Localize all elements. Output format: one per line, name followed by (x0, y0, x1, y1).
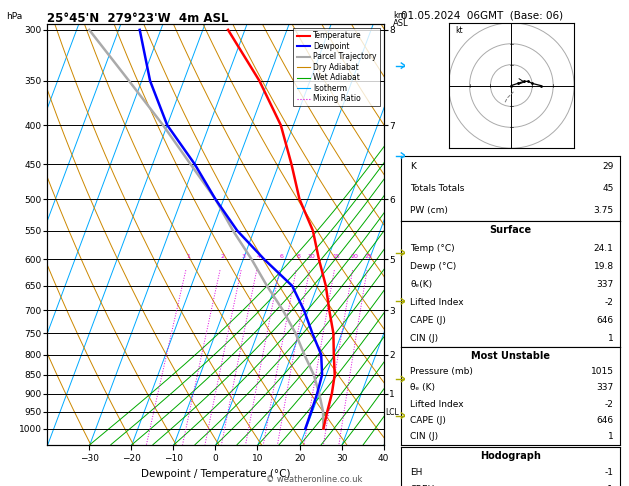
Text: Surface: Surface (490, 225, 532, 235)
Text: 29: 29 (602, 162, 614, 171)
X-axis label: Dewpoint / Temperature (°C): Dewpoint / Temperature (°C) (141, 469, 290, 479)
Text: hPa: hPa (6, 12, 23, 21)
Text: 25: 25 (365, 254, 373, 260)
Y-axis label: Mixing Ratio (g/kg): Mixing Ratio (g/kg) (400, 191, 409, 278)
Text: km: km (393, 11, 406, 20)
Text: 2: 2 (220, 254, 225, 260)
Text: Hodograph: Hodograph (481, 451, 541, 461)
Text: LCL: LCL (385, 408, 399, 417)
Text: 8: 8 (296, 254, 300, 260)
Text: CAPE (J): CAPE (J) (410, 316, 446, 325)
Text: Lifted Index: Lifted Index (410, 298, 464, 307)
Text: 337: 337 (596, 383, 614, 393)
Text: 646: 646 (596, 316, 614, 325)
Text: 45: 45 (602, 184, 614, 193)
Text: ASL: ASL (393, 19, 409, 29)
Text: Most Unstable: Most Unstable (471, 350, 550, 361)
Text: Dewp (°C): Dewp (°C) (410, 262, 456, 271)
Text: CIN (J): CIN (J) (410, 334, 438, 343)
Text: CAPE (J): CAPE (J) (410, 416, 446, 425)
Text: © weatheronline.co.uk: © weatheronline.co.uk (266, 474, 363, 484)
Text: 01.05.2024  06GMT  (Base: 06): 01.05.2024 06GMT (Base: 06) (401, 11, 564, 21)
Text: Lifted Index: Lifted Index (410, 399, 464, 409)
Text: 4: 4 (257, 254, 261, 260)
Text: Totals Totals: Totals Totals (410, 184, 464, 193)
Text: 1015: 1015 (591, 367, 614, 376)
Text: 6: 6 (280, 254, 284, 260)
Text: 337: 337 (596, 280, 614, 289)
Text: SREH: SREH (410, 485, 435, 486)
Text: θₑ(K): θₑ(K) (410, 280, 432, 289)
Text: 19.8: 19.8 (594, 262, 614, 271)
Text: 24.1: 24.1 (594, 243, 614, 253)
Text: 25°45'N  279°23'W  4m ASL: 25°45'N 279°23'W 4m ASL (47, 12, 229, 25)
Text: CIN (J): CIN (J) (410, 432, 438, 441)
Text: -2: -2 (604, 399, 614, 409)
Text: -1: -1 (604, 485, 614, 486)
Text: kt: kt (455, 26, 462, 35)
Text: PW (cm): PW (cm) (410, 206, 448, 215)
Text: Temp (°C): Temp (°C) (410, 243, 455, 253)
Text: 10: 10 (308, 254, 315, 260)
Text: 1: 1 (608, 334, 614, 343)
Text: 3.75: 3.75 (594, 206, 614, 215)
Text: 646: 646 (596, 416, 614, 425)
Text: EH: EH (410, 468, 423, 477)
Text: 15: 15 (332, 254, 340, 260)
Text: -2: -2 (604, 298, 614, 307)
Text: 1: 1 (608, 432, 614, 441)
Text: 1: 1 (186, 254, 190, 260)
Legend: Temperature, Dewpoint, Parcel Trajectory, Dry Adiabat, Wet Adiabat, Isotherm, Mi: Temperature, Dewpoint, Parcel Trajectory… (294, 28, 380, 106)
Text: -1: -1 (604, 468, 614, 477)
Text: Pressure (mb): Pressure (mb) (410, 367, 473, 376)
Text: 20: 20 (350, 254, 359, 260)
Text: θₑ (K): θₑ (K) (410, 383, 435, 393)
Text: 3: 3 (242, 254, 245, 260)
Text: K: K (410, 162, 416, 171)
